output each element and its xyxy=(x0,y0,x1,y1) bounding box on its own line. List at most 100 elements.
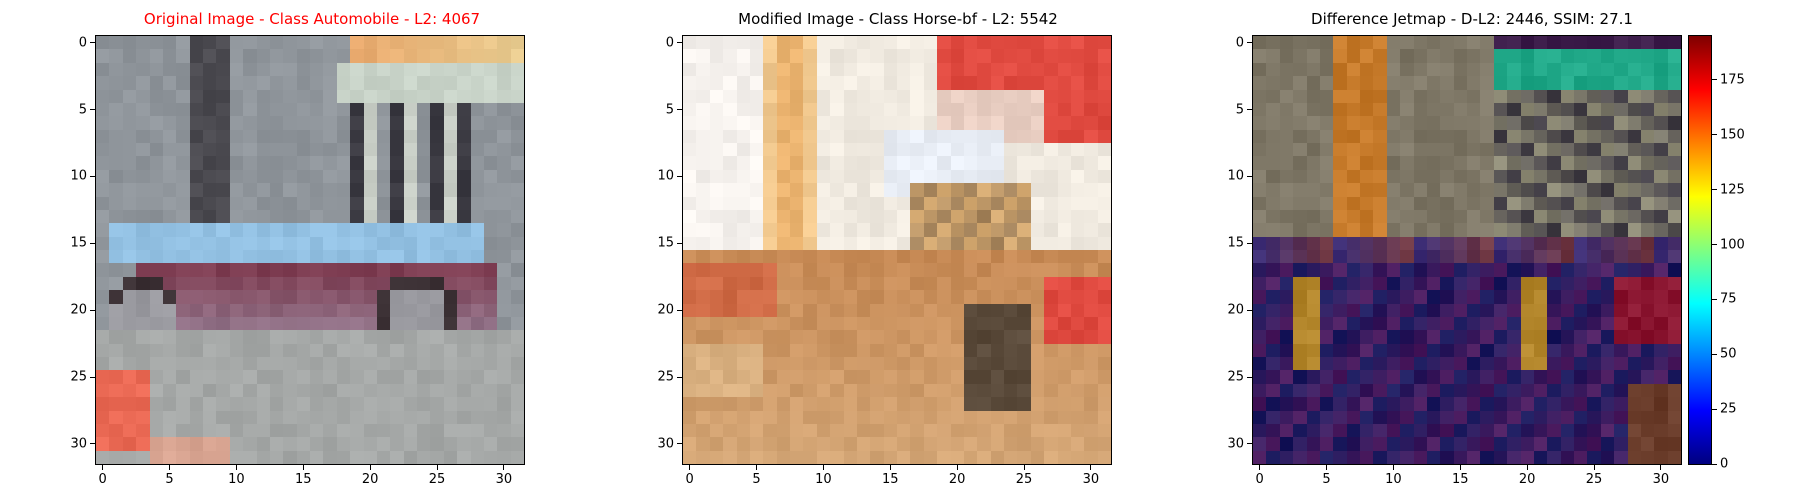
y-tick-label: 15 xyxy=(70,235,87,251)
x-tick-label: 25 xyxy=(1585,472,1603,487)
x-tick xyxy=(1090,465,1092,470)
x-tick xyxy=(302,465,304,470)
y-tick-label: 5 xyxy=(1235,102,1244,118)
y-tick xyxy=(677,109,682,111)
colorbar xyxy=(1688,35,1712,465)
x-tick-label: 10 xyxy=(815,472,832,487)
y-tick-label: 30 xyxy=(70,436,87,452)
x-tick xyxy=(1259,465,1261,470)
x-tick-label: 20 xyxy=(948,472,966,487)
y-tick-label: 0 xyxy=(78,35,87,51)
x-tick-label: 20 xyxy=(361,472,379,487)
colorbar-tick xyxy=(1712,298,1717,300)
x-tick xyxy=(1593,465,1595,470)
y-tick-label: 10 xyxy=(70,168,87,184)
y-tick-label: 30 xyxy=(1227,436,1244,452)
y-tick-label: 25 xyxy=(1227,369,1244,385)
y-tick xyxy=(677,242,682,244)
x-tick xyxy=(1660,465,1662,470)
colorbar-tick xyxy=(1712,408,1717,410)
colorbar-tick-label: 100 xyxy=(1720,237,1745,252)
x-tick xyxy=(235,465,237,470)
x-tick xyxy=(756,465,758,470)
x-tick xyxy=(889,465,891,470)
y-tick xyxy=(90,309,95,311)
y-tick xyxy=(1247,309,1252,311)
y-tick-label: 0 xyxy=(1235,35,1244,51)
colorbar-tick-label: 75 xyxy=(1720,291,1737,307)
x-tick-label: 30 xyxy=(495,472,513,487)
colorbar-tick-label: 25 xyxy=(1720,401,1737,417)
colorbar-tick-label: 0 xyxy=(1720,456,1729,472)
x-tick xyxy=(1392,465,1394,470)
y-tick-label: 5 xyxy=(665,102,674,118)
y-tick xyxy=(90,242,95,244)
x-tick xyxy=(436,465,438,470)
y-tick-label: 15 xyxy=(1227,235,1244,251)
x-tick-label: 30 xyxy=(1082,472,1100,487)
y-tick xyxy=(90,42,95,44)
colorbar-tick-label: 175 xyxy=(1720,72,1745,88)
y-tick xyxy=(1247,175,1252,177)
x-tick xyxy=(503,465,505,470)
colorbar-tick xyxy=(1712,463,1717,465)
x-tick xyxy=(102,465,104,470)
original-image-title: Original Image - Class Automobile - L2: … xyxy=(143,10,481,28)
colorbar-tick xyxy=(1712,134,1717,136)
x-tick xyxy=(689,465,691,470)
y-tick xyxy=(677,42,682,44)
y-tick xyxy=(90,443,95,445)
y-tick xyxy=(677,309,682,311)
y-tick xyxy=(1247,42,1252,44)
x-tick xyxy=(956,465,958,470)
y-tick xyxy=(677,175,682,177)
x-tick-label: 25 xyxy=(1015,472,1033,487)
y-tick xyxy=(1247,242,1252,244)
y-tick xyxy=(90,109,95,111)
y-tick xyxy=(90,175,95,177)
original-image-plot xyxy=(95,35,525,465)
x-tick-label: 5 xyxy=(1322,472,1331,487)
y-tick-label: 30 xyxy=(657,436,674,452)
x-tick-label: 15 xyxy=(295,472,312,487)
y-tick-label: 25 xyxy=(70,369,87,385)
x-tick-label: 10 xyxy=(228,472,245,487)
colorbar-tick-label: 125 xyxy=(1720,182,1745,198)
y-tick-label: 15 xyxy=(657,235,674,251)
y-tick-label: 10 xyxy=(1227,168,1244,184)
y-tick-label: 5 xyxy=(78,102,87,118)
y-tick-label: 10 xyxy=(657,168,674,184)
y-tick xyxy=(1247,109,1252,111)
x-tick xyxy=(1526,465,1528,470)
x-tick xyxy=(1326,465,1328,470)
x-tick xyxy=(822,465,824,470)
modified-image-title: Modified Image - Class Horse-bf - L2: 55… xyxy=(738,10,1058,28)
y-tick-label: 0 xyxy=(665,35,674,51)
x-tick-label: 0 xyxy=(98,472,107,487)
x-tick-label: 5 xyxy=(165,472,174,487)
x-tick-label: 30 xyxy=(1652,472,1670,487)
x-tick-label: 0 xyxy=(1255,472,1264,487)
y-tick xyxy=(677,376,682,378)
x-tick xyxy=(1459,465,1461,470)
y-tick-label: 20 xyxy=(1227,302,1244,318)
difference-jetmap-plot xyxy=(1252,35,1682,465)
y-tick xyxy=(1247,376,1252,378)
x-tick xyxy=(169,465,171,470)
y-tick xyxy=(90,376,95,378)
x-tick xyxy=(1023,465,1025,470)
y-tick-label: 20 xyxy=(657,302,674,318)
x-tick-label: 15 xyxy=(1452,472,1469,487)
x-tick-label: 25 xyxy=(428,472,446,487)
colorbar-tick xyxy=(1712,189,1717,191)
y-tick-label: 25 xyxy=(657,369,674,385)
x-tick-label: 20 xyxy=(1518,472,1536,487)
colorbar-tick xyxy=(1712,244,1717,245)
y-tick xyxy=(1247,443,1252,445)
x-tick-label: 5 xyxy=(752,472,761,487)
colorbar-tick xyxy=(1712,353,1717,355)
modified-image-plot xyxy=(682,35,1112,465)
x-tick-label: 10 xyxy=(1385,472,1402,487)
x-tick xyxy=(369,465,371,470)
difference-jetmap-title: Difference Jetmap - D-L2: 2446, SSIM: 27… xyxy=(1311,10,1633,28)
